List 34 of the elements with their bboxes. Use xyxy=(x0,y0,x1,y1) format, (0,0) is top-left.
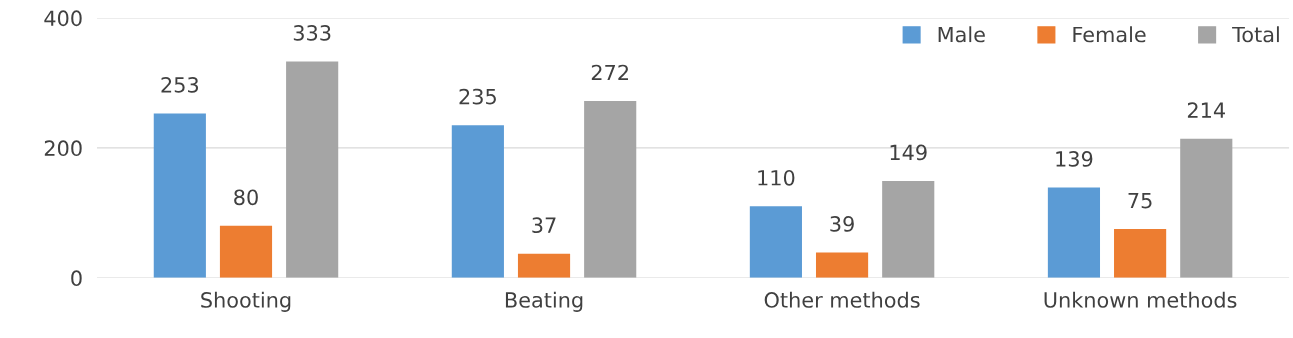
legend-label: Male xyxy=(938,26,985,43)
bar xyxy=(584,101,637,278)
legend-label: Total xyxy=(1232,26,1279,43)
y-tick-label: 400 xyxy=(44,10,82,27)
bar xyxy=(815,252,869,278)
data-label: 333 xyxy=(293,24,331,41)
legend-label: Female xyxy=(1073,26,1146,43)
bar xyxy=(517,253,571,278)
x-tick-label: Shooting xyxy=(201,291,291,312)
data-label: 253 xyxy=(161,76,199,93)
data-label: 80 xyxy=(234,189,258,206)
x-tick-label: Other methods xyxy=(764,291,920,308)
y-tick-label: 0 xyxy=(71,270,82,287)
bar xyxy=(153,113,206,278)
data-label: 37 xyxy=(532,217,556,234)
data-label: 39 xyxy=(830,216,854,232)
data-label: 149 xyxy=(890,144,927,161)
bar xyxy=(451,125,504,278)
bar xyxy=(882,181,935,278)
data-label: 272 xyxy=(591,64,628,81)
x-tick-label: Beating xyxy=(505,291,583,312)
data-label: 235 xyxy=(459,88,496,105)
bar xyxy=(1114,229,1167,278)
data-label: 139 xyxy=(1056,151,1093,167)
data-label: 214 xyxy=(1187,102,1225,118)
bar xyxy=(1047,187,1101,278)
bar xyxy=(1180,138,1233,278)
y-tick-label: 200 xyxy=(44,140,82,157)
x-tick-label: Unknown methods xyxy=(1044,291,1237,308)
data-label: 110 xyxy=(758,169,795,186)
bar xyxy=(286,61,339,278)
bar xyxy=(219,225,273,278)
bar xyxy=(749,206,802,278)
data-label: 75 xyxy=(1128,192,1152,209)
